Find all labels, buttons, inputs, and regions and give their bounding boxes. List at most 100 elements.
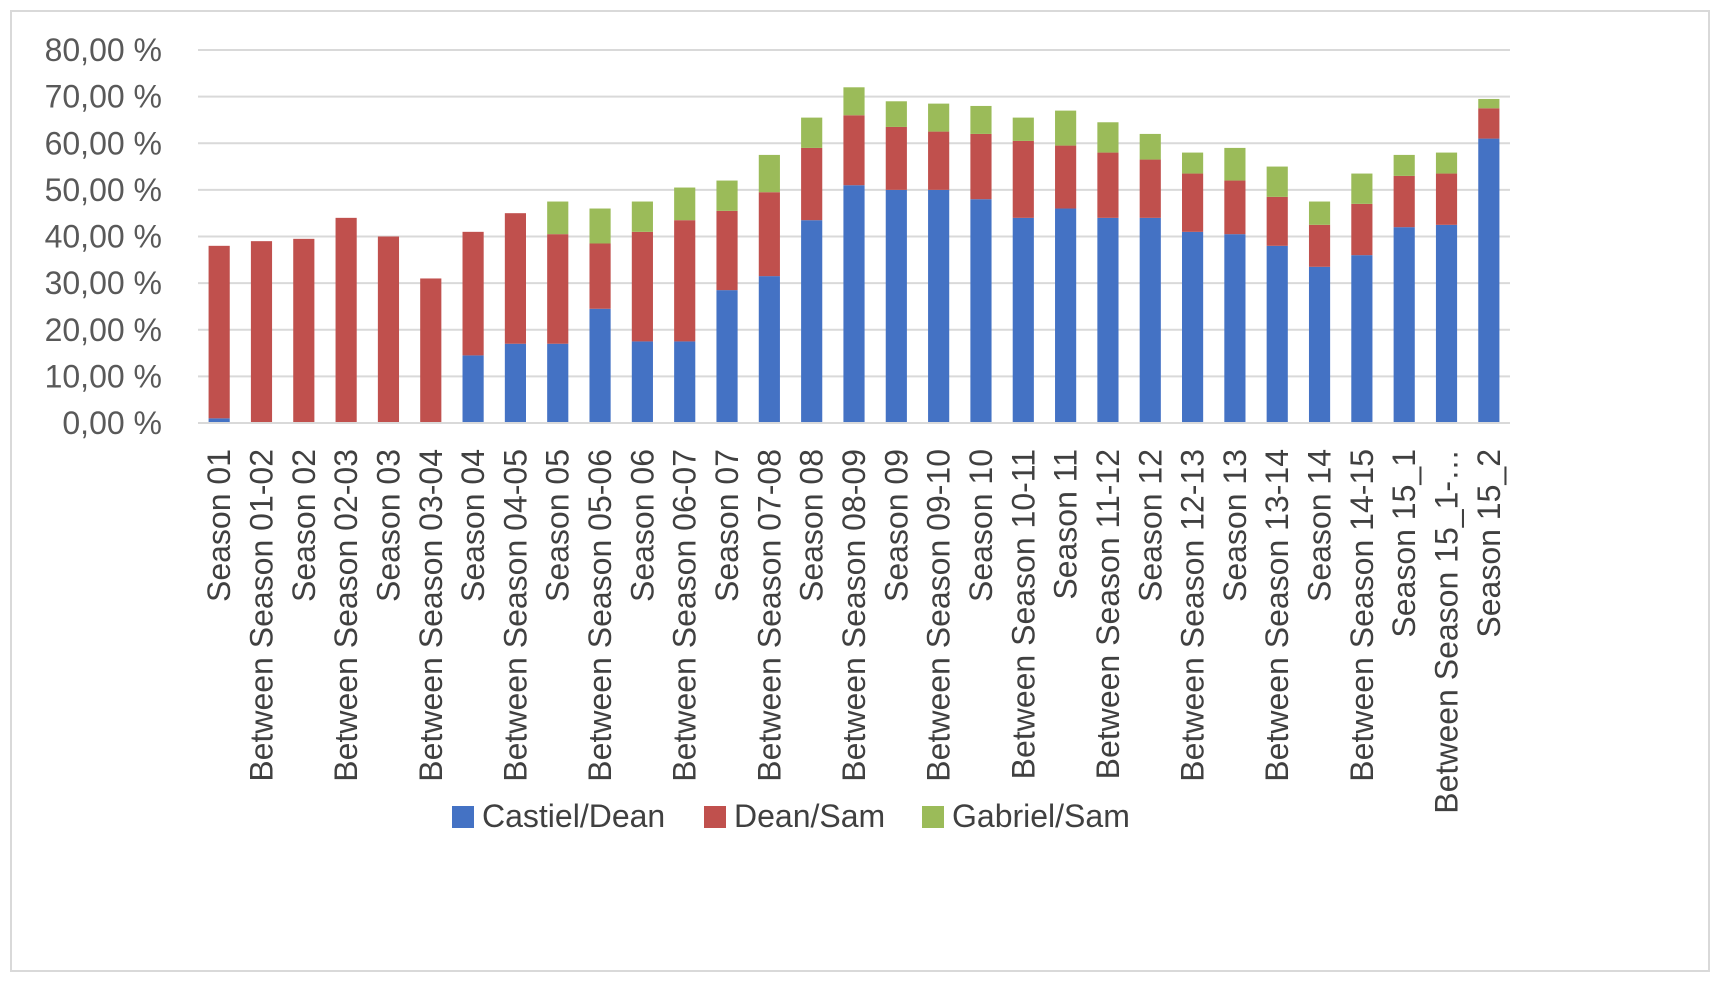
bar-segment-castiel-dean (1435, 224, 1458, 423)
x-category-label: Between Season 11-12 (1090, 449, 1126, 779)
x-category-label: Between Season 05-06 (582, 449, 618, 782)
bar-segment-castiel-dean (1139, 217, 1161, 423)
y-tick-label: 30,00 % (45, 265, 162, 301)
y-tick-label: 70,00 % (45, 79, 162, 115)
bar-segment-dean-sam (293, 238, 315, 423)
bar-segment-castiel-dean (589, 308, 611, 423)
legend: Castiel/Dean Dean/Sam Gabriel/Sam (452, 798, 1130, 834)
x-category-label: Between Season 13-14 (1259, 449, 1295, 782)
x-category-label: Season 01 (201, 449, 237, 602)
bar-segment-gabriel-sam (1308, 201, 1331, 225)
bar-segment-castiel-dean (843, 185, 865, 423)
bar-segment-dean-sam (928, 131, 950, 190)
bar-segment-castiel-dean (758, 276, 780, 423)
bar-segment-dean-sam (758, 192, 780, 277)
y-tick-label: 50,00 % (45, 172, 162, 208)
bar-segment-gabriel-sam (1055, 110, 1077, 146)
x-category-label: Between Season 07-08 (751, 449, 787, 782)
x-category-label: Season 06 (624, 449, 660, 602)
y-tick-label: 40,00 % (45, 219, 162, 255)
bar-segment-castiel-dean (1393, 227, 1415, 423)
legend-label: Dean/Sam (734, 798, 885, 834)
y-tick-label: 80,00 % (45, 32, 162, 68)
bar-segment-dean-sam (420, 278, 442, 423)
bar-segment-castiel-dean (1478, 138, 1500, 423)
x-category-label: Season 14 (1302, 449, 1338, 602)
bar-segment-gabriel-sam (885, 101, 907, 127)
bar-segment-castiel-dean (716, 290, 738, 423)
bar-segment-dean-sam (208, 245, 230, 419)
x-category-label: Between Season 01-02 (243, 449, 279, 782)
bars (208, 87, 1500, 423)
x-category-label: Between Season 15_1-… (1429, 449, 1465, 814)
bar-segment-castiel-dean (208, 418, 230, 423)
bar-segment-gabriel-sam (1351, 173, 1373, 204)
bar-segment-gabriel-sam (970, 105, 992, 134)
bar-segment-dean-sam (462, 231, 484, 356)
y-tick-label: 60,00 % (45, 125, 162, 161)
bar-segment-gabriel-sam (1097, 122, 1119, 153)
x-category-label: Between Season 14-15 (1344, 449, 1380, 782)
bar-segment-castiel-dean (928, 189, 950, 423)
legend-label: Castiel/Dean (482, 798, 665, 834)
x-category-label: Between Season 02-03 (328, 449, 364, 782)
bar-segment-castiel-dean (547, 343, 569, 423)
bar-segment-dean-sam (716, 210, 738, 291)
bar-segment-dean-sam (377, 236, 400, 423)
x-category-label: Season 05 (540, 449, 576, 602)
bar-segment-dean-sam (801, 147, 823, 221)
bar-segment-gabriel-sam (758, 154, 780, 193)
bar-segment-gabriel-sam (716, 180, 738, 211)
bar-segment-gabriel-sam (928, 103, 950, 132)
y-tick-label: 20,00 % (45, 312, 162, 348)
chart-frame: 0,00 % 10,00 % 20,00 % 30,00 % 40,00 % 50,00 … (10, 10, 1710, 972)
x-category-label: Between Season 10-11 (1005, 449, 1041, 779)
x-axis-labels: Season 01 Between Season 01-02 Season 02 Be… (201, 449, 1507, 814)
bar-segment-castiel-dean (801, 220, 823, 423)
bar-segment-dean-sam (674, 220, 696, 342)
x-category-label: Between Season 04-05 (497, 449, 533, 782)
x-category-label: Season 12 (1132, 449, 1168, 602)
bar-segment-dean-sam (1182, 173, 1204, 232)
x-category-label: Between Season 03-04 (413, 449, 449, 782)
bar-segment-gabriel-sam (1478, 98, 1500, 109)
bar-segment-gabriel-sam (801, 117, 823, 148)
x-category-label: Season 13 (1217, 449, 1253, 602)
bar-segment-dean-sam (843, 115, 865, 186)
bar-segment-castiel-dean (1012, 217, 1034, 423)
bar-segment-castiel-dean (1351, 255, 1373, 423)
bar-segment-dean-sam (504, 213, 526, 344)
legend-swatch (704, 806, 726, 828)
bar-segment-gabriel-sam (631, 201, 653, 232)
x-category-label: Season 15_2 (1471, 449, 1507, 638)
bar-segment-dean-sam (631, 231, 653, 342)
y-tick-label: 10,00 % (45, 358, 162, 394)
bar-segment-castiel-dean (631, 341, 653, 423)
bar-segment-gabriel-sam (674, 187, 696, 221)
legend-swatch (452, 806, 474, 828)
bar-segment-dean-sam (1351, 203, 1373, 256)
stacked-bar-chart: 0,00 % 10,00 % 20,00 % 30,00 % 40,00 % 50,00 … (45, 32, 1510, 834)
bar-segment-dean-sam (970, 133, 992, 200)
bar-segment-dean-sam (1266, 196, 1288, 246)
x-category-label: Season 08 (794, 449, 830, 602)
bar-segment-dean-sam (1308, 224, 1331, 267)
bar-segment-gabriel-sam (547, 201, 569, 235)
bar-segment-gabriel-sam (843, 87, 865, 116)
bar-segment-dean-sam (1139, 159, 1161, 218)
bar-segment-castiel-dean (970, 199, 992, 423)
bar-segment-gabriel-sam (1139, 133, 1161, 160)
legend-label: Gabriel/Sam (952, 798, 1130, 834)
bar-segment-castiel-dean (1308, 266, 1331, 423)
bar-segment-dean-sam (250, 241, 273, 423)
y-tick-label: 0,00 % (62, 405, 162, 441)
bar-segment-dean-sam (1055, 145, 1077, 209)
bar-segment-gabriel-sam (1182, 152, 1204, 174)
x-category-label: Season 04 (455, 449, 491, 602)
x-category-label: Season 03 (370, 449, 406, 602)
bar-segment-castiel-dean (1266, 245, 1288, 423)
bar-segment-dean-sam (589, 243, 611, 309)
bar-segment-dean-sam (1435, 173, 1458, 225)
bar-segment-dean-sam (1478, 108, 1500, 139)
bar-segment-dean-sam (1012, 140, 1034, 218)
